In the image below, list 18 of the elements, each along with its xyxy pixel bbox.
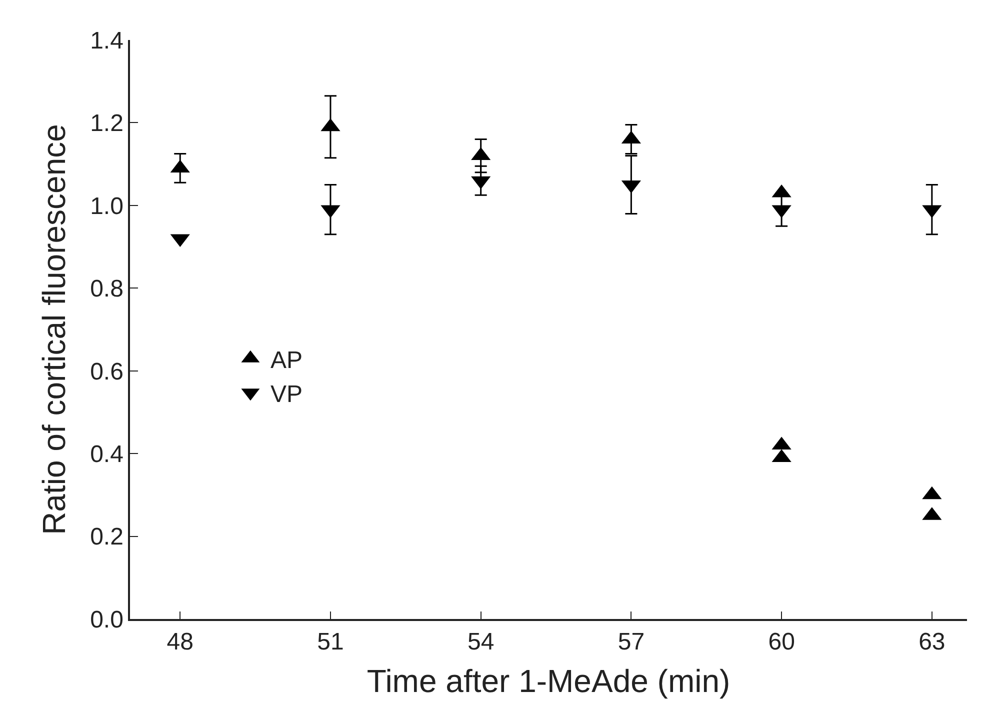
y-tick-label: 0.4 bbox=[90, 440, 124, 468]
legend-label: VP bbox=[270, 380, 302, 408]
x-axis-title: Time after 1-MeAde (min) bbox=[366, 662, 730, 699]
legend-label: AP bbox=[270, 346, 302, 374]
y-tick-label: 1.0 bbox=[90, 192, 124, 220]
y-tick-label: 0.6 bbox=[90, 358, 124, 386]
y-axis-title: Ratio of cortical fluorescence bbox=[36, 124, 72, 535]
x-tick-label: 48 bbox=[166, 628, 194, 656]
x-tick-label: 63 bbox=[918, 628, 946, 656]
y-tick-label: 0.2 bbox=[90, 524, 124, 551]
y-tick-label: 1.4 bbox=[90, 27, 124, 54]
y-tick-label: 1.2 bbox=[90, 110, 124, 138]
x-tick-label: 51 bbox=[317, 628, 344, 656]
y-tick-label: 0.0 bbox=[90, 606, 124, 634]
x-tick-label: 60 bbox=[768, 628, 795, 656]
x-tick-label: 57 bbox=[618, 628, 645, 656]
x-tick-label: 54 bbox=[467, 628, 494, 656]
y-tick-label: 0.8 bbox=[90, 276, 124, 303]
